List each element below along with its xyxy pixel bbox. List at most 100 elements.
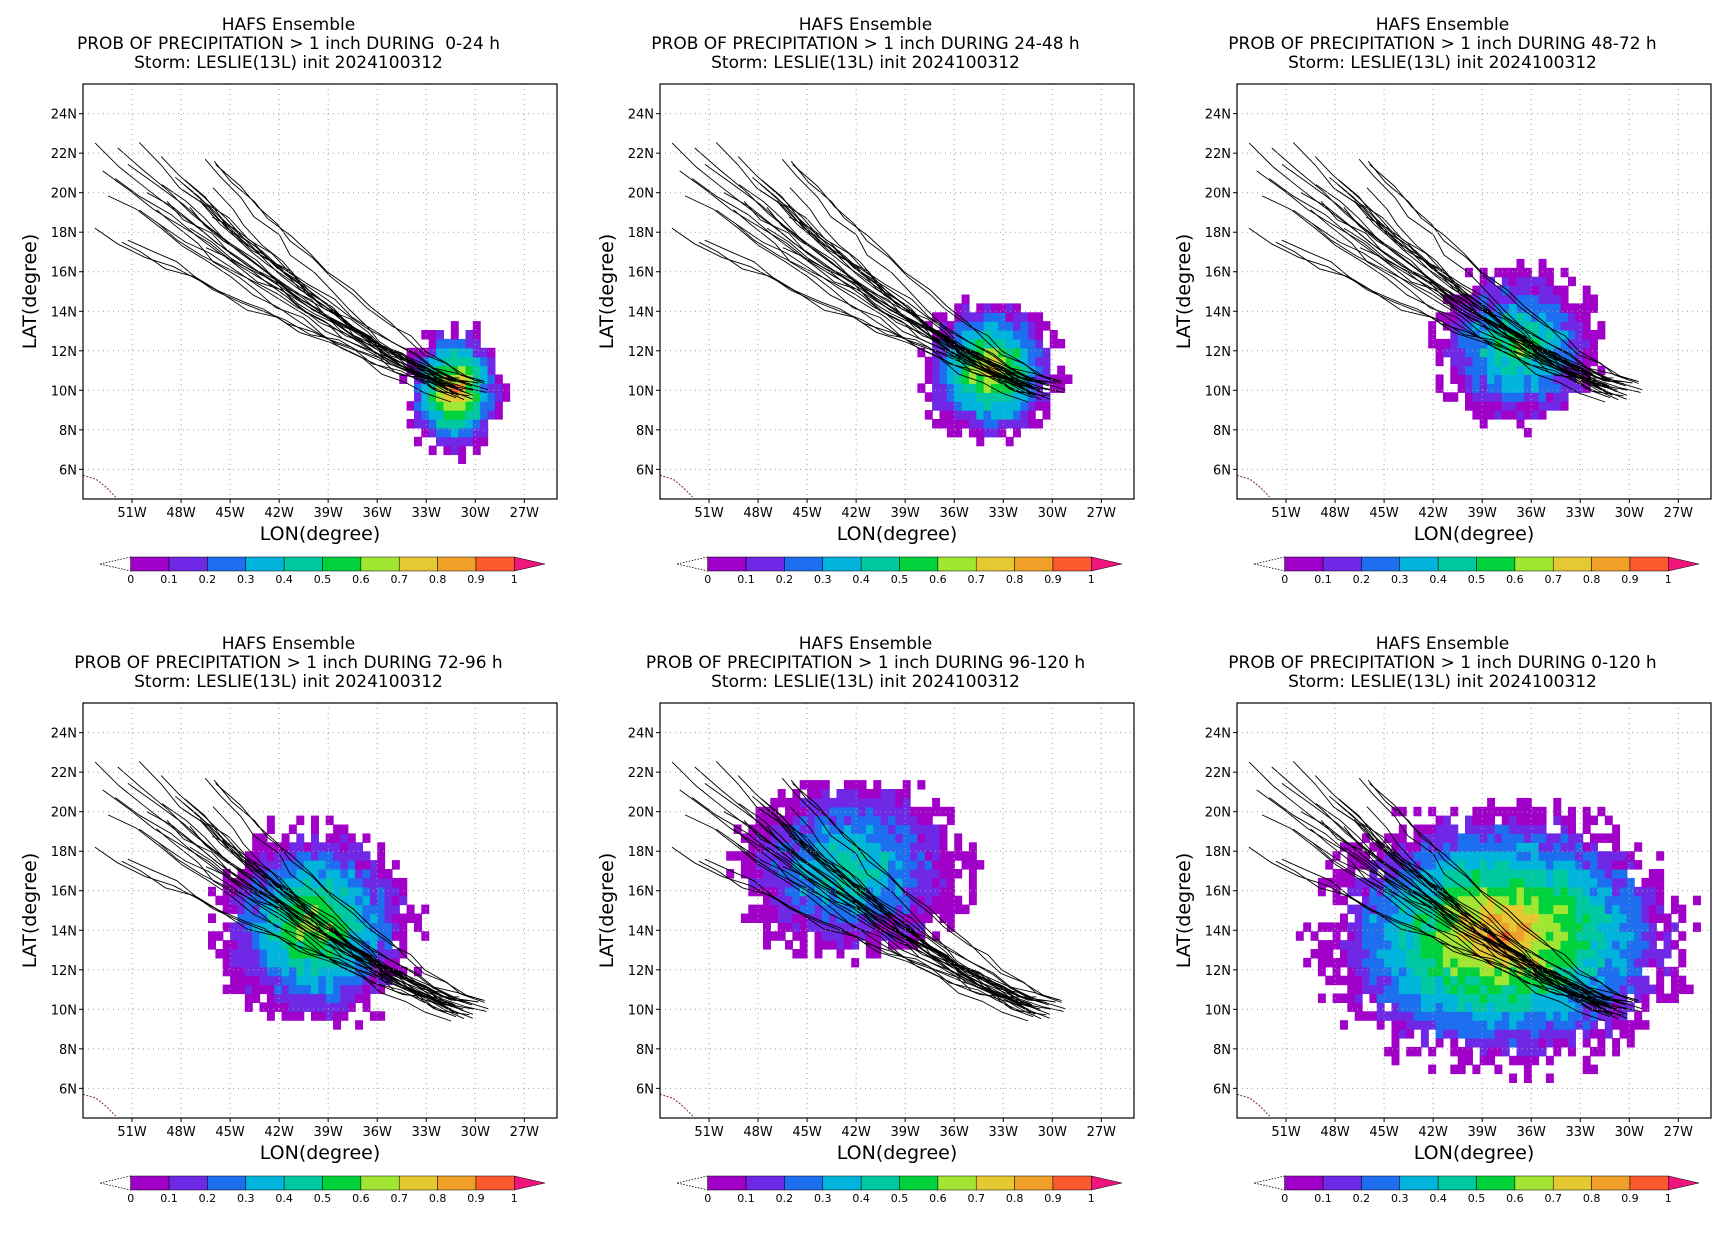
prob-cell [968, 860, 977, 870]
prob-cell [1509, 806, 1518, 817]
prob-cell [1428, 824, 1437, 834]
prob-cell [318, 975, 327, 986]
prob-cell [1479, 1055, 1488, 1066]
prob-cell [1553, 338, 1562, 349]
prob-cell [303, 984, 312, 995]
prob-cell [1575, 347, 1584, 358]
prob-cell [428, 401, 437, 411]
prob-cell [1398, 922, 1407, 932]
prob-cell [1612, 984, 1621, 995]
prob-cell [1509, 877, 1518, 888]
ensemble-track [1369, 783, 1639, 1003]
prob-cell [902, 842, 911, 852]
prob-cell [1560, 877, 1569, 888]
prob-cell [939, 824, 948, 834]
prob-cell [1398, 851, 1407, 861]
prob-cell [1391, 975, 1400, 986]
prob-cell [1538, 940, 1547, 950]
colorbar-segment [784, 556, 824, 572]
prob-cell [252, 949, 261, 959]
prob-cell [755, 824, 764, 834]
prob-cell [1538, 410, 1547, 420]
prob-cell [436, 356, 444, 367]
prob-cell [259, 851, 268, 861]
prob-cell [939, 410, 948, 420]
prob-cell [222, 984, 231, 995]
prob-cell [480, 419, 489, 429]
prob-cell [296, 860, 305, 870]
panel-title1: HAFS Ensemble [798, 634, 933, 654]
prob-cell [807, 922, 816, 932]
prob-cell [443, 401, 452, 411]
prob-cell [814, 806, 823, 817]
prob-cell [1435, 993, 1444, 1003]
prob-cell [1516, 1055, 1525, 1066]
prob-cell [1391, 993, 1400, 1003]
ensemble-track [1269, 797, 1643, 1010]
prob-cell [1553, 860, 1562, 870]
prob-cell [1568, 1038, 1576, 1048]
prob-cell [763, 860, 771, 870]
lat-tick-label: 14N [1205, 924, 1231, 939]
prob-cell [1472, 365, 1481, 376]
prob-cell [843, 833, 852, 843]
prob-cell [1494, 410, 1503, 420]
prob-cell [1465, 957, 1473, 968]
prob-cell [858, 851, 867, 861]
prob-cell [472, 365, 481, 376]
prob-cell [770, 806, 779, 817]
prob-cell [1523, 321, 1532, 331]
prob-cell [325, 904, 334, 915]
prob-cell [1465, 815, 1473, 826]
prob-cell [1325, 922, 1334, 932]
prob-cell [932, 877, 941, 888]
prob-cell [1538, 842, 1547, 852]
prob-cell [961, 330, 970, 340]
prob-cell [1406, 869, 1415, 879]
prob-cell [318, 984, 327, 995]
prob-cell [961, 860, 970, 870]
prob-cell [1523, 824, 1532, 834]
prob-cell [1604, 833, 1613, 843]
prob-cell [792, 913, 801, 923]
prob-cell [325, 949, 334, 959]
prob-cell [1568, 833, 1576, 843]
prob-cell [1457, 365, 1466, 376]
prob-cell [1005, 410, 1014, 420]
prob-cell [1619, 877, 1628, 888]
prob-cell [1568, 321, 1576, 331]
prob-cell [230, 904, 239, 915]
prob-cell [1538, 276, 1547, 287]
prob-cell [1531, 806, 1540, 817]
prob-cell [1479, 1002, 1488, 1012]
prob-cell [1332, 966, 1341, 977]
colorbar-segment [1437, 1175, 1477, 1191]
prob-cell [1523, 895, 1532, 906]
colorbar-over-arrow [514, 556, 546, 572]
prob-cell [1369, 957, 1378, 968]
prob-cell [494, 392, 503, 402]
prob-cell [902, 824, 911, 834]
prob-cell [428, 338, 437, 349]
ensemble-track [213, 779, 485, 1002]
prob-cell [1501, 1011, 1510, 1021]
prob-cell [208, 931, 216, 941]
prob-cell [1663, 940, 1672, 950]
colorbar-tick-label: 0 [704, 573, 711, 586]
prob-cell [369, 984, 378, 995]
prob-cell [1509, 966, 1518, 977]
ensemble-track [160, 156, 464, 391]
ensemble-track [760, 183, 1056, 384]
lat-tick-label: 16N [51, 266, 77, 281]
lon-tick-label: 33W [1566, 1125, 1596, 1140]
prob-cell [1347, 877, 1356, 888]
prob-cell [1494, 401, 1503, 411]
prob-cell [1648, 869, 1657, 879]
prob-cell [1487, 922, 1496, 932]
prob-cell [829, 913, 838, 923]
prob-cell [1531, 383, 1540, 393]
prob-cell [1531, 410, 1540, 420]
prob-cell [954, 392, 963, 402]
prob-cell [1516, 806, 1525, 817]
prob-cell [902, 895, 911, 906]
